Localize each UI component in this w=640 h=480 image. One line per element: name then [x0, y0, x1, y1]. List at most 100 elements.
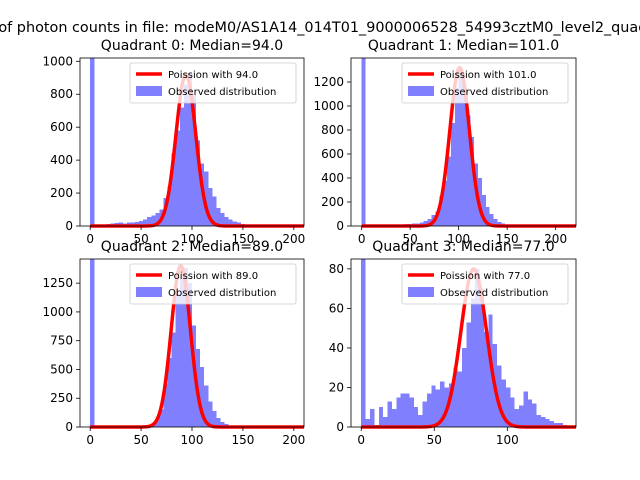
histogram-bar	[361, 259, 366, 427]
histogram-bar	[454, 88, 459, 226]
histogram-bar	[453, 367, 458, 427]
legend-label-poisson: Poission with 89.0	[168, 271, 258, 282]
histogram-bar	[212, 196, 217, 226]
histogram-bar	[365, 419, 370, 427]
histogram-bar	[159, 409, 164, 427]
histogram-bar	[481, 194, 486, 226]
subplot-2: 0 50 100 150 200 0 250 500 750 1000 1250 Poission w…	[42, 239, 305, 447]
x-tick-label: 150	[496, 232, 519, 246]
histogram-bar	[167, 357, 172, 427]
histogram-bar	[143, 219, 148, 226]
histogram-bar	[426, 393, 432, 427]
histogram-bar	[462, 347, 467, 427]
y-tick-label: 1000	[42, 305, 73, 319]
histogram-bar	[447, 156, 451, 226]
x-tick-label: 100	[447, 232, 470, 246]
y-tick-label: 80	[329, 262, 344, 276]
histogram-bar	[479, 288, 484, 427]
subplot-title: Quadrant 1: Median=101.0	[368, 38, 559, 54]
histogram-bar	[466, 115, 471, 226]
histogram-bar	[489, 214, 494, 226]
legend-box	[401, 263, 569, 305]
histogram-bar	[422, 401, 427, 427]
histogram-bar	[545, 419, 550, 427]
histogram-bar	[171, 153, 176, 226]
histogram-bar	[196, 140, 201, 226]
histogram-bar	[439, 196, 444, 226]
y-tick-label: 0	[336, 219, 344, 233]
histogram-bar	[470, 298, 476, 427]
histogram-bar	[405, 393, 410, 427]
legend: Poission with 77.0 Observed distribution	[401, 263, 569, 305]
histogram-bar	[216, 207, 221, 226]
legend: Poission with 101.0 Observed distribution	[401, 62, 569, 104]
x-tick-label: 100	[181, 232, 204, 246]
x-tick-label: 50	[133, 433, 148, 447]
legend: Poission with 89.0 Observed distribution	[129, 263, 297, 305]
subplot-title: Quadrant 2: Median=89.0	[101, 239, 283, 255]
legend-box	[401, 62, 569, 104]
histogram-bar	[183, 84, 188, 226]
histogram-bar	[391, 409, 397, 427]
x-tick-label: 0	[357, 433, 365, 447]
x-tick-label: 0	[86, 433, 94, 447]
histogram-bar	[409, 397, 414, 427]
legend-hist-swatch	[136, 287, 162, 297]
legend-box	[129, 263, 297, 305]
histogram-bar	[443, 180, 448, 226]
legend-label-poisson: Poission with 77.0	[440, 271, 530, 282]
histogram-bar	[554, 423, 559, 427]
y-tick-label: 600	[50, 120, 73, 134]
histogram-bar	[139, 221, 144, 226]
histogram-bar	[466, 322, 471, 427]
legend-label-histogram: Observed distribution	[168, 87, 276, 98]
legend-label-histogram: Observed distribution	[440, 87, 548, 98]
histogram-bar	[514, 409, 520, 427]
histogram-bar	[155, 212, 160, 226]
x-tick-label: 200	[282, 232, 305, 246]
histogram-bar	[187, 72, 192, 226]
histogram-bar	[369, 409, 375, 427]
histogram-bar	[440, 381, 445, 427]
x-tick-label: 50	[403, 232, 418, 246]
legend-label-poisson: Poission with 101.0	[440, 70, 536, 81]
histogram-bar	[462, 84, 467, 227]
histogram-bar	[448, 383, 454, 427]
histogram-bar	[423, 221, 428, 226]
histogram-bar	[204, 385, 209, 427]
legend-box	[129, 62, 297, 104]
histogram-bar	[212, 410, 217, 427]
histogram-bar	[183, 268, 188, 427]
x-tick-label: 50	[133, 232, 148, 246]
histogram-bar	[224, 216, 229, 226]
histogram-bar	[220, 421, 225, 427]
histogram-bar	[130, 222, 135, 226]
histogram-bar	[147, 216, 152, 226]
histogram-bar	[457, 371, 463, 427]
histogram-bar	[175, 130, 180, 226]
y-tick-label: 0	[65, 420, 73, 434]
histogram-bar	[361, 58, 366, 226]
subplot-3: 0 50 100 0 20 40 60 80 Poission with 77.0 Observe…	[329, 239, 578, 447]
y-tick-label: 500	[50, 362, 73, 376]
histogram-bar	[378, 407, 384, 427]
histogram-bar	[470, 137, 475, 226]
y-tick-label: 1000	[313, 99, 344, 113]
y-tick-label: 600	[321, 147, 344, 161]
histogram-bar	[450, 122, 455, 226]
axes-frame	[350, 258, 577, 428]
x-tick-label: 100	[496, 433, 519, 447]
x-tick-label: 150	[231, 232, 254, 246]
y-tick-label: 750	[50, 334, 73, 348]
histogram-bar	[435, 389, 441, 427]
histogram-bar	[134, 221, 140, 226]
axes-frame	[350, 57, 577, 227]
histogram-bar	[558, 423, 563, 427]
subplot-0: 0 50 100 150 200 0 200 400 600 800 1000 Poission wi…	[42, 38, 305, 246]
histogram-bar	[501, 379, 506, 427]
y-tick-label: 0	[65, 219, 73, 233]
y-tick-label: 1000	[42, 54, 73, 68]
histogram-bar	[497, 365, 502, 427]
